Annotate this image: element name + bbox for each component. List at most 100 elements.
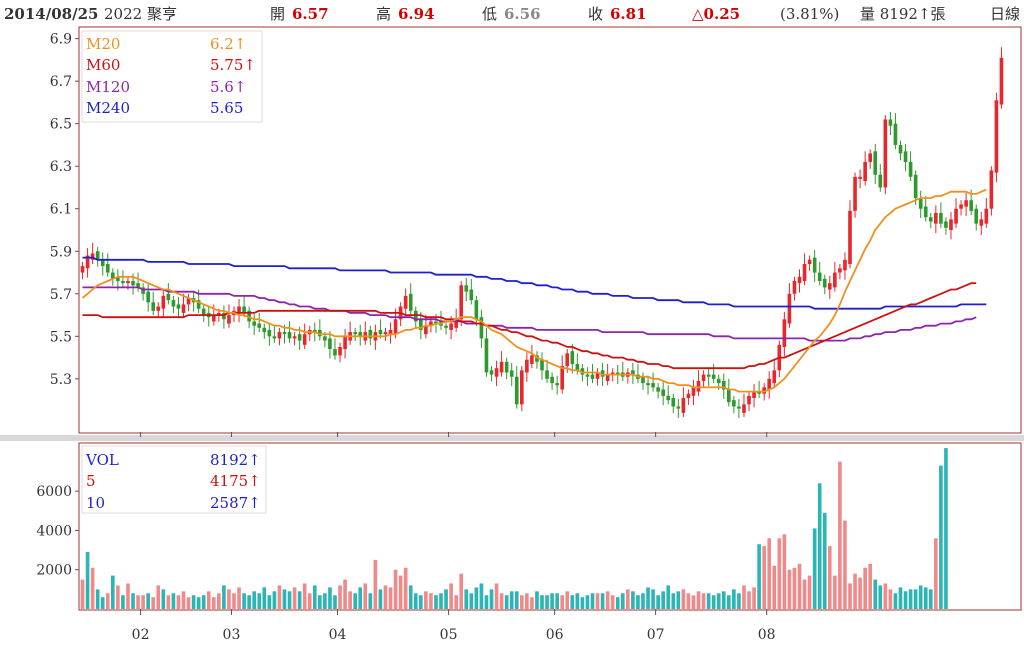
- candle-body: [227, 315, 231, 324]
- header-volume: 量 8192↑張: [860, 5, 946, 23]
- candle-body: [479, 317, 484, 339]
- month-tick-label: 04: [329, 627, 347, 643]
- volume-bar: [681, 589, 686, 609]
- candle-body: [691, 387, 696, 396]
- volume-bar: [530, 597, 534, 609]
- volume-bar: [196, 597, 201, 609]
- candle-body: [535, 355, 539, 362]
- volume-bar: [121, 595, 125, 609]
- candle-body: [413, 310, 418, 322]
- candle-body: [979, 219, 984, 226]
- volume-bar: [323, 593, 327, 609]
- candle-body: [727, 389, 731, 403]
- volume-bar: [590, 593, 595, 609]
- volume-bar: [732, 589, 736, 609]
- legend-vol-name: VOL: [85, 451, 119, 469]
- candle-body: [838, 268, 842, 273]
- volume-bar: [651, 589, 655, 609]
- volume-bar: [277, 585, 282, 609]
- volume-bar: [333, 595, 337, 609]
- candle-body: [974, 208, 979, 224]
- candle-body: [287, 332, 292, 339]
- volume-axis: 6000 4000 2000: [36, 484, 79, 579]
- candle-body: [908, 161, 913, 177]
- volume-bar: [787, 569, 792, 609]
- candle-body: [954, 208, 958, 224]
- volume-bar: [287, 591, 292, 609]
- volume-bar: [742, 585, 746, 609]
- volume-bar: [105, 593, 110, 609]
- volume-bar: [747, 591, 751, 609]
- volume-bar: [923, 587, 928, 609]
- candle-body: [898, 144, 903, 154]
- price-tick-label: 5.3: [50, 372, 72, 388]
- volume-bar: [348, 591, 352, 609]
- volume-bar: [802, 579, 807, 609]
- volume-bar: [272, 591, 277, 609]
- candle-body: [514, 376, 519, 405]
- volume-bar: [484, 595, 489, 609]
- candle-body: [424, 325, 428, 335]
- volume-bar: [716, 593, 721, 609]
- volume-bar: [565, 591, 570, 609]
- volume-bar: [85, 552, 90, 609]
- volume-bar: [918, 585, 923, 609]
- candle-body: [767, 378, 772, 390]
- candle-body: [393, 319, 398, 335]
- volume-bar: [595, 593, 600, 609]
- volume-bar: [908, 589, 913, 609]
- candle-body: [156, 306, 161, 311]
- volume-bar: [302, 583, 307, 609]
- volume-bar: [585, 595, 590, 609]
- month-tick-label: 03: [223, 627, 241, 643]
- volume-bar: [797, 563, 802, 609]
- price-legend-box: [81, 30, 263, 123]
- volume-bar: [853, 573, 857, 609]
- volume-bar: [600, 593, 605, 609]
- volume-bar: [378, 589, 383, 609]
- moving-average-lines: [81, 188, 987, 393]
- volume-bar: [540, 595, 544, 609]
- candle-body: [913, 174, 918, 199]
- volume-bar: [191, 595, 196, 609]
- candle-body: [419, 319, 423, 330]
- candle-body: [100, 259, 105, 267]
- candle-body: [827, 283, 832, 290]
- candle-body: [80, 266, 85, 273]
- candle-body: [146, 291, 150, 303]
- header-high-label: 高: [376, 5, 391, 23]
- candle-body: [161, 295, 166, 309]
- volume-bar: [408, 585, 413, 609]
- candle-body: [474, 300, 479, 320]
- legend-m60-name: M60: [86, 56, 120, 74]
- candle-body: [328, 338, 332, 350]
- candle-body: [222, 312, 226, 320]
- candle-body: [272, 336, 277, 339]
- candle-body: [504, 361, 509, 373]
- candle-body: [338, 346, 342, 356]
- volume-bar: [903, 591, 908, 609]
- candle-body: [605, 374, 610, 381]
- candle-body: [807, 259, 812, 265]
- candle-body: [661, 389, 665, 396]
- month-axis: 02 03 04 05 06 07 08: [132, 432, 776, 643]
- volume-bar: [519, 595, 524, 609]
- candle-body: [565, 353, 570, 367]
- legend-m120-name: M120: [86, 78, 130, 96]
- volume-bar: [237, 587, 241, 609]
- month-tick-label: 07: [647, 627, 665, 643]
- candle-body: [525, 359, 529, 373]
- candle-body: [812, 257, 817, 273]
- legend-vol5-value: 4175↑: [210, 472, 261, 490]
- candle-body: [262, 327, 267, 333]
- volume-bar: [535, 591, 539, 609]
- volume-bar: [928, 589, 933, 609]
- candle-body: [136, 283, 140, 288]
- candle-body: [454, 319, 458, 328]
- candle-body: [822, 278, 827, 288]
- volume-bar: [863, 567, 867, 609]
- volume-bar: [727, 595, 731, 609]
- volume-bar: [373, 559, 378, 609]
- candle-body: [90, 253, 95, 260]
- candle-body: [121, 281, 125, 284]
